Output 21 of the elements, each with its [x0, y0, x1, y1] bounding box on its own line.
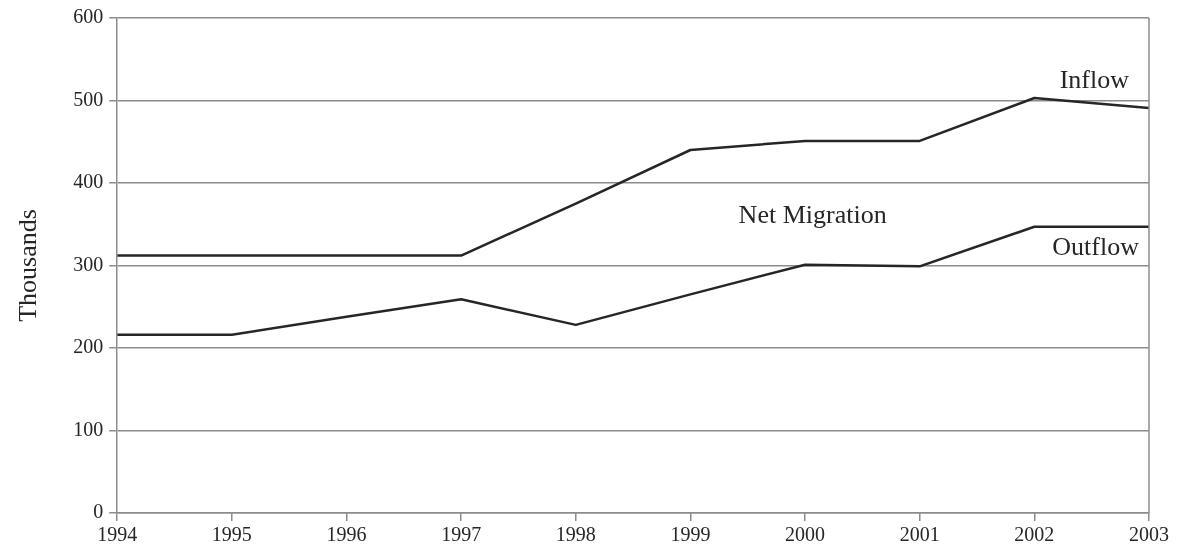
y-tick-label: 300	[73, 252, 104, 275]
annotation: Net Migration	[738, 199, 887, 229]
x-tick-label: 2003	[1129, 523, 1169, 546]
x-tick-label: 1995	[211, 523, 252, 546]
x-tick-label: 2002	[1014, 523, 1055, 546]
y-tick-label: 400	[73, 170, 104, 193]
x-tick-label: 1998	[555, 523, 596, 546]
x-tick-label: 2001	[899, 523, 940, 546]
y-tick-label: 200	[73, 335, 104, 358]
x-tick-label: 1999	[670, 523, 711, 546]
y-tick-label: 500	[73, 87, 104, 110]
series-label: Inflow	[1059, 64, 1130, 94]
x-tick-label: 2000	[785, 523, 826, 546]
y-tick-label: 600	[73, 5, 104, 28]
x-tick-label: 1997	[441, 523, 482, 546]
y-tick-label: 0	[93, 500, 104, 523]
x-tick-label: 1996	[326, 523, 367, 546]
series-label: Outflow	[1052, 231, 1140, 261]
y-axis-title: Thousands	[13, 209, 43, 322]
y-tick-label: 100	[73, 417, 104, 440]
x-tick-label: 1994	[97, 523, 138, 546]
